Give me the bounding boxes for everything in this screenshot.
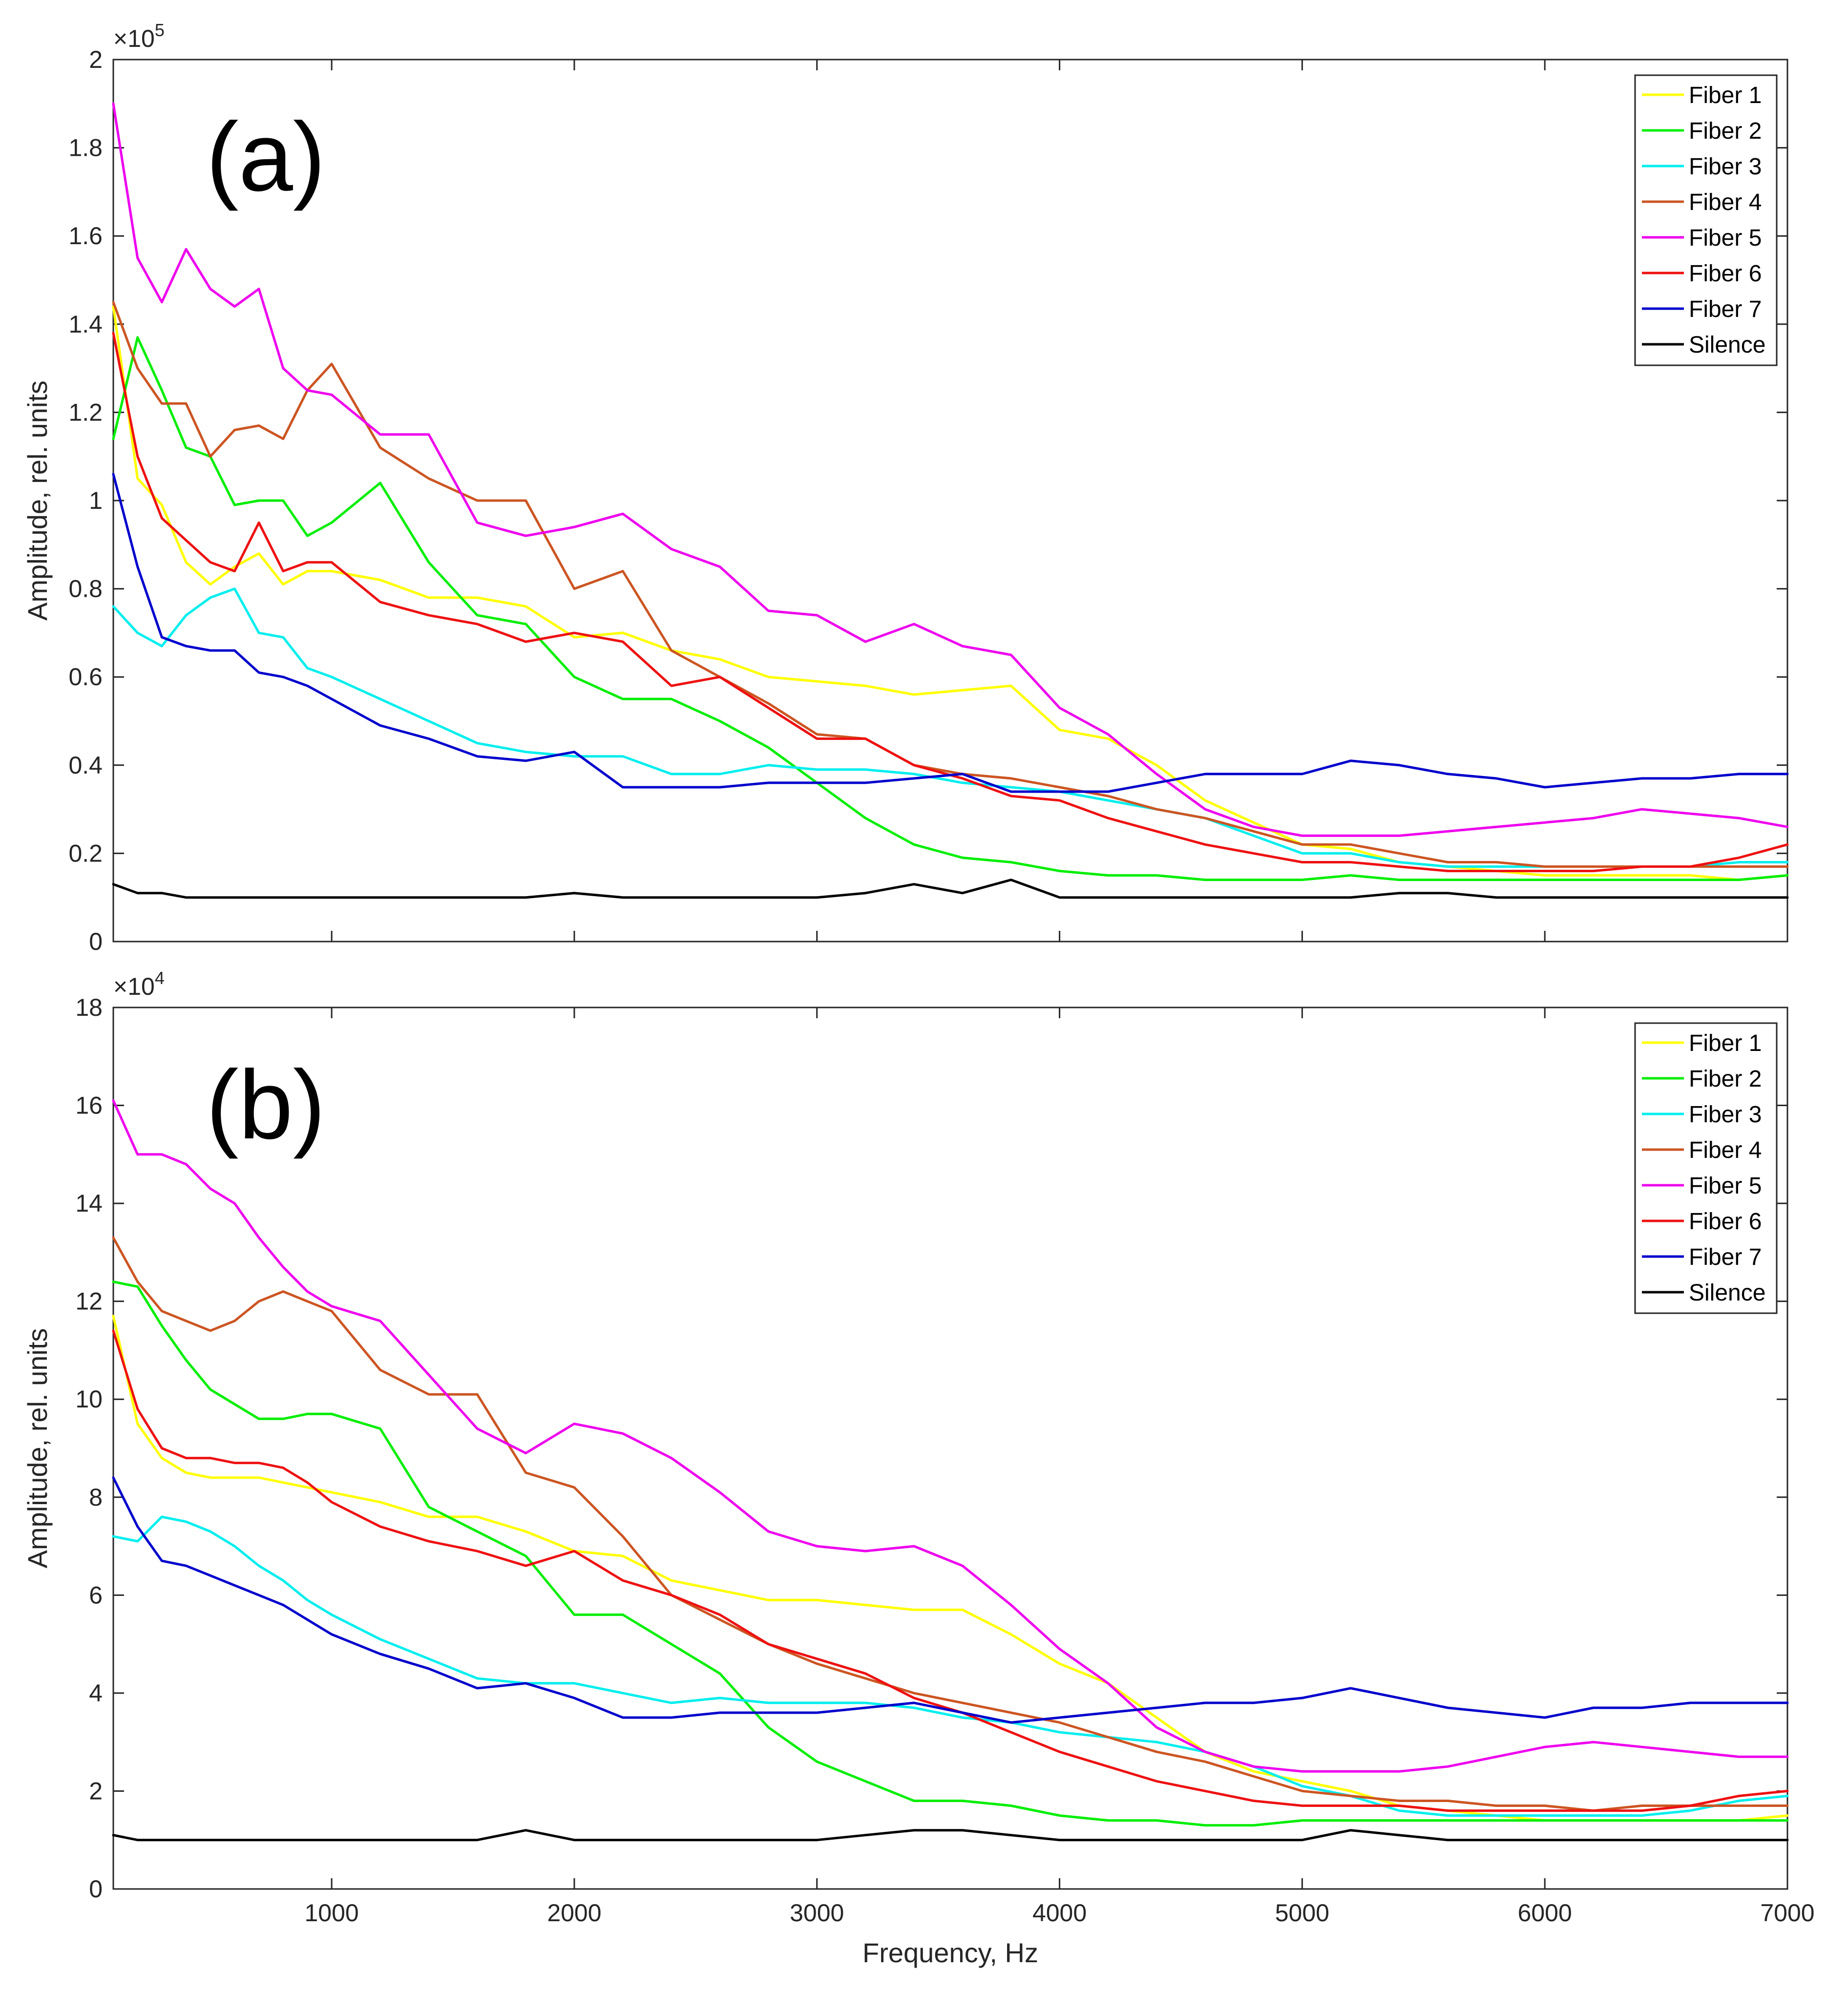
panel-b-legend-label-fiber-2: Fiber 2 [1689,1066,1762,1092]
panel-b-panel-label: (b) [206,1050,325,1159]
panel-b-legend-label-silence: Silence [1689,1280,1765,1306]
panel-a-exponent-label: ×105 [113,20,165,52]
panel-b-xtick-label: 1000 [305,1899,359,1927]
panel-a-series-fiber-5 [112,102,1789,837]
panel-a-legend-label-fiber-7: Fiber 7 [1689,296,1762,322]
panel-a-ytick-label: 0.8 [68,575,103,603]
panel-b-legend-label-fiber-6: Fiber 6 [1689,1209,1762,1235]
panel-b-legend-label-fiber-1: Fiber 1 [1689,1030,1762,1056]
panel-b-xtick-label: 2000 [547,1899,601,1927]
panel-b-xtick-label: 6000 [1518,1899,1572,1927]
panel-a-ytick-label: 1.2 [68,399,103,426]
panel-a-series-fiber-3 [112,587,1789,868]
panel-b-series-fiber-7 [112,1476,1789,1724]
panel-b-series-fiber-2 [112,1280,1789,1827]
panel-a-legend-box [1634,74,1778,366]
panel-b-exponent-label: ×104 [113,968,165,1000]
panel-a-legend-label-fiber-4: Fiber 4 [1689,189,1762,215]
panel-b-ytick-label: 18 [75,994,103,1021]
panel-a-ytick-label: 0 [89,928,103,955]
panel-a-exponent-power: 5 [155,20,165,40]
panel-a-legend-label-fiber-2: Fiber 2 [1689,118,1762,144]
panel-a-plot-area [112,59,1788,943]
panel-b-xtick-label: 7000 [1760,1899,1814,1927]
panel-a-series-fiber-4 [112,301,1789,868]
panel-a-ytick-label: 1.4 [68,311,103,338]
panel-b-exponent-power: 4 [155,968,165,988]
panel-a-ytick-label: 1 [89,487,103,514]
panel-a-legend-label-fiber-6: Fiber 6 [1689,261,1762,287]
panel-a-series-fiber-2 [112,336,1789,881]
panel-a-series-silence [112,879,1789,899]
panel-a-ytick-label: 2 [89,46,103,73]
panel-a-legend-label-fiber-3: Fiber 3 [1689,154,1762,180]
panel-a-series-fiber-6 [112,332,1789,872]
panel-b-xtick-label: 3000 [790,1899,844,1927]
panel-b-legend-label-fiber-7: Fiber 7 [1689,1244,1762,1270]
panel-a-ytick-label: 1.8 [68,134,103,162]
panel-b-ytick-label: 16 [75,1092,103,1119]
panel-b-legend-label-fiber-4: Fiber 4 [1689,1137,1762,1163]
panel-b-series-fiber-1 [112,1315,1789,1822]
panel-b-ytick-label: 6 [89,1581,103,1609]
panel-a-ytick-label: 0.6 [68,663,103,691]
panel-a-series-fiber-7 [112,473,1789,793]
panel-a-ytick-label: 0.4 [68,752,103,779]
panel-b-xlabel: Frequency, Hz [862,1937,1038,1968]
panel-b-xtick-label: 4000 [1032,1899,1087,1927]
panel-b-legend-label-fiber-3: Fiber 3 [1689,1102,1762,1128]
panel-b-series-fiber-3 [112,1515,1789,1817]
panel-b-xtick-label: 5000 [1275,1899,1329,1927]
panel-a-legend-label-fiber-5: Fiber 5 [1689,225,1762,251]
panel-a-ytick-label: 1.6 [68,222,103,250]
panel-a-series-fiber-1 [112,305,1789,881]
panel-b-legend-box [1634,1022,1778,1314]
panel-b-plot-area [112,1007,1788,1890]
panel-b-series-fiber-6 [112,1329,1789,1812]
panel-a-ytick-label: 0.2 [68,839,103,867]
panel-b-ylabel: Amplitude, rel. units [22,1328,53,1569]
panel-b-ytick-label: 2 [89,1777,103,1804]
panel-b-ytick-label: 8 [89,1484,103,1511]
panel-b-ytick-label: 12 [75,1288,103,1315]
panel-a-ylabel: Amplitude, rel. units [22,380,53,621]
panel-b-ytick-label: 0 [89,1875,103,1903]
panel-a-legend-label-fiber-1: Fiber 1 [1689,83,1762,108]
panel-b-series-fiber-5 [112,1099,1789,1773]
panel-a-panel-label: (a) [206,103,325,211]
panel-b-ytick-label: 4 [89,1679,103,1707]
panel-b-ytick-label: 10 [75,1385,103,1413]
panel-b-series-silence [112,1829,1789,1842]
panel-b-legend-label-fiber-5: Fiber 5 [1689,1173,1762,1199]
panel-b-ytick-label: 14 [75,1190,103,1217]
panel-b-series-fiber-4 [112,1236,1789,1812]
panel-a-legend-label-silence: Silence [1689,332,1765,358]
